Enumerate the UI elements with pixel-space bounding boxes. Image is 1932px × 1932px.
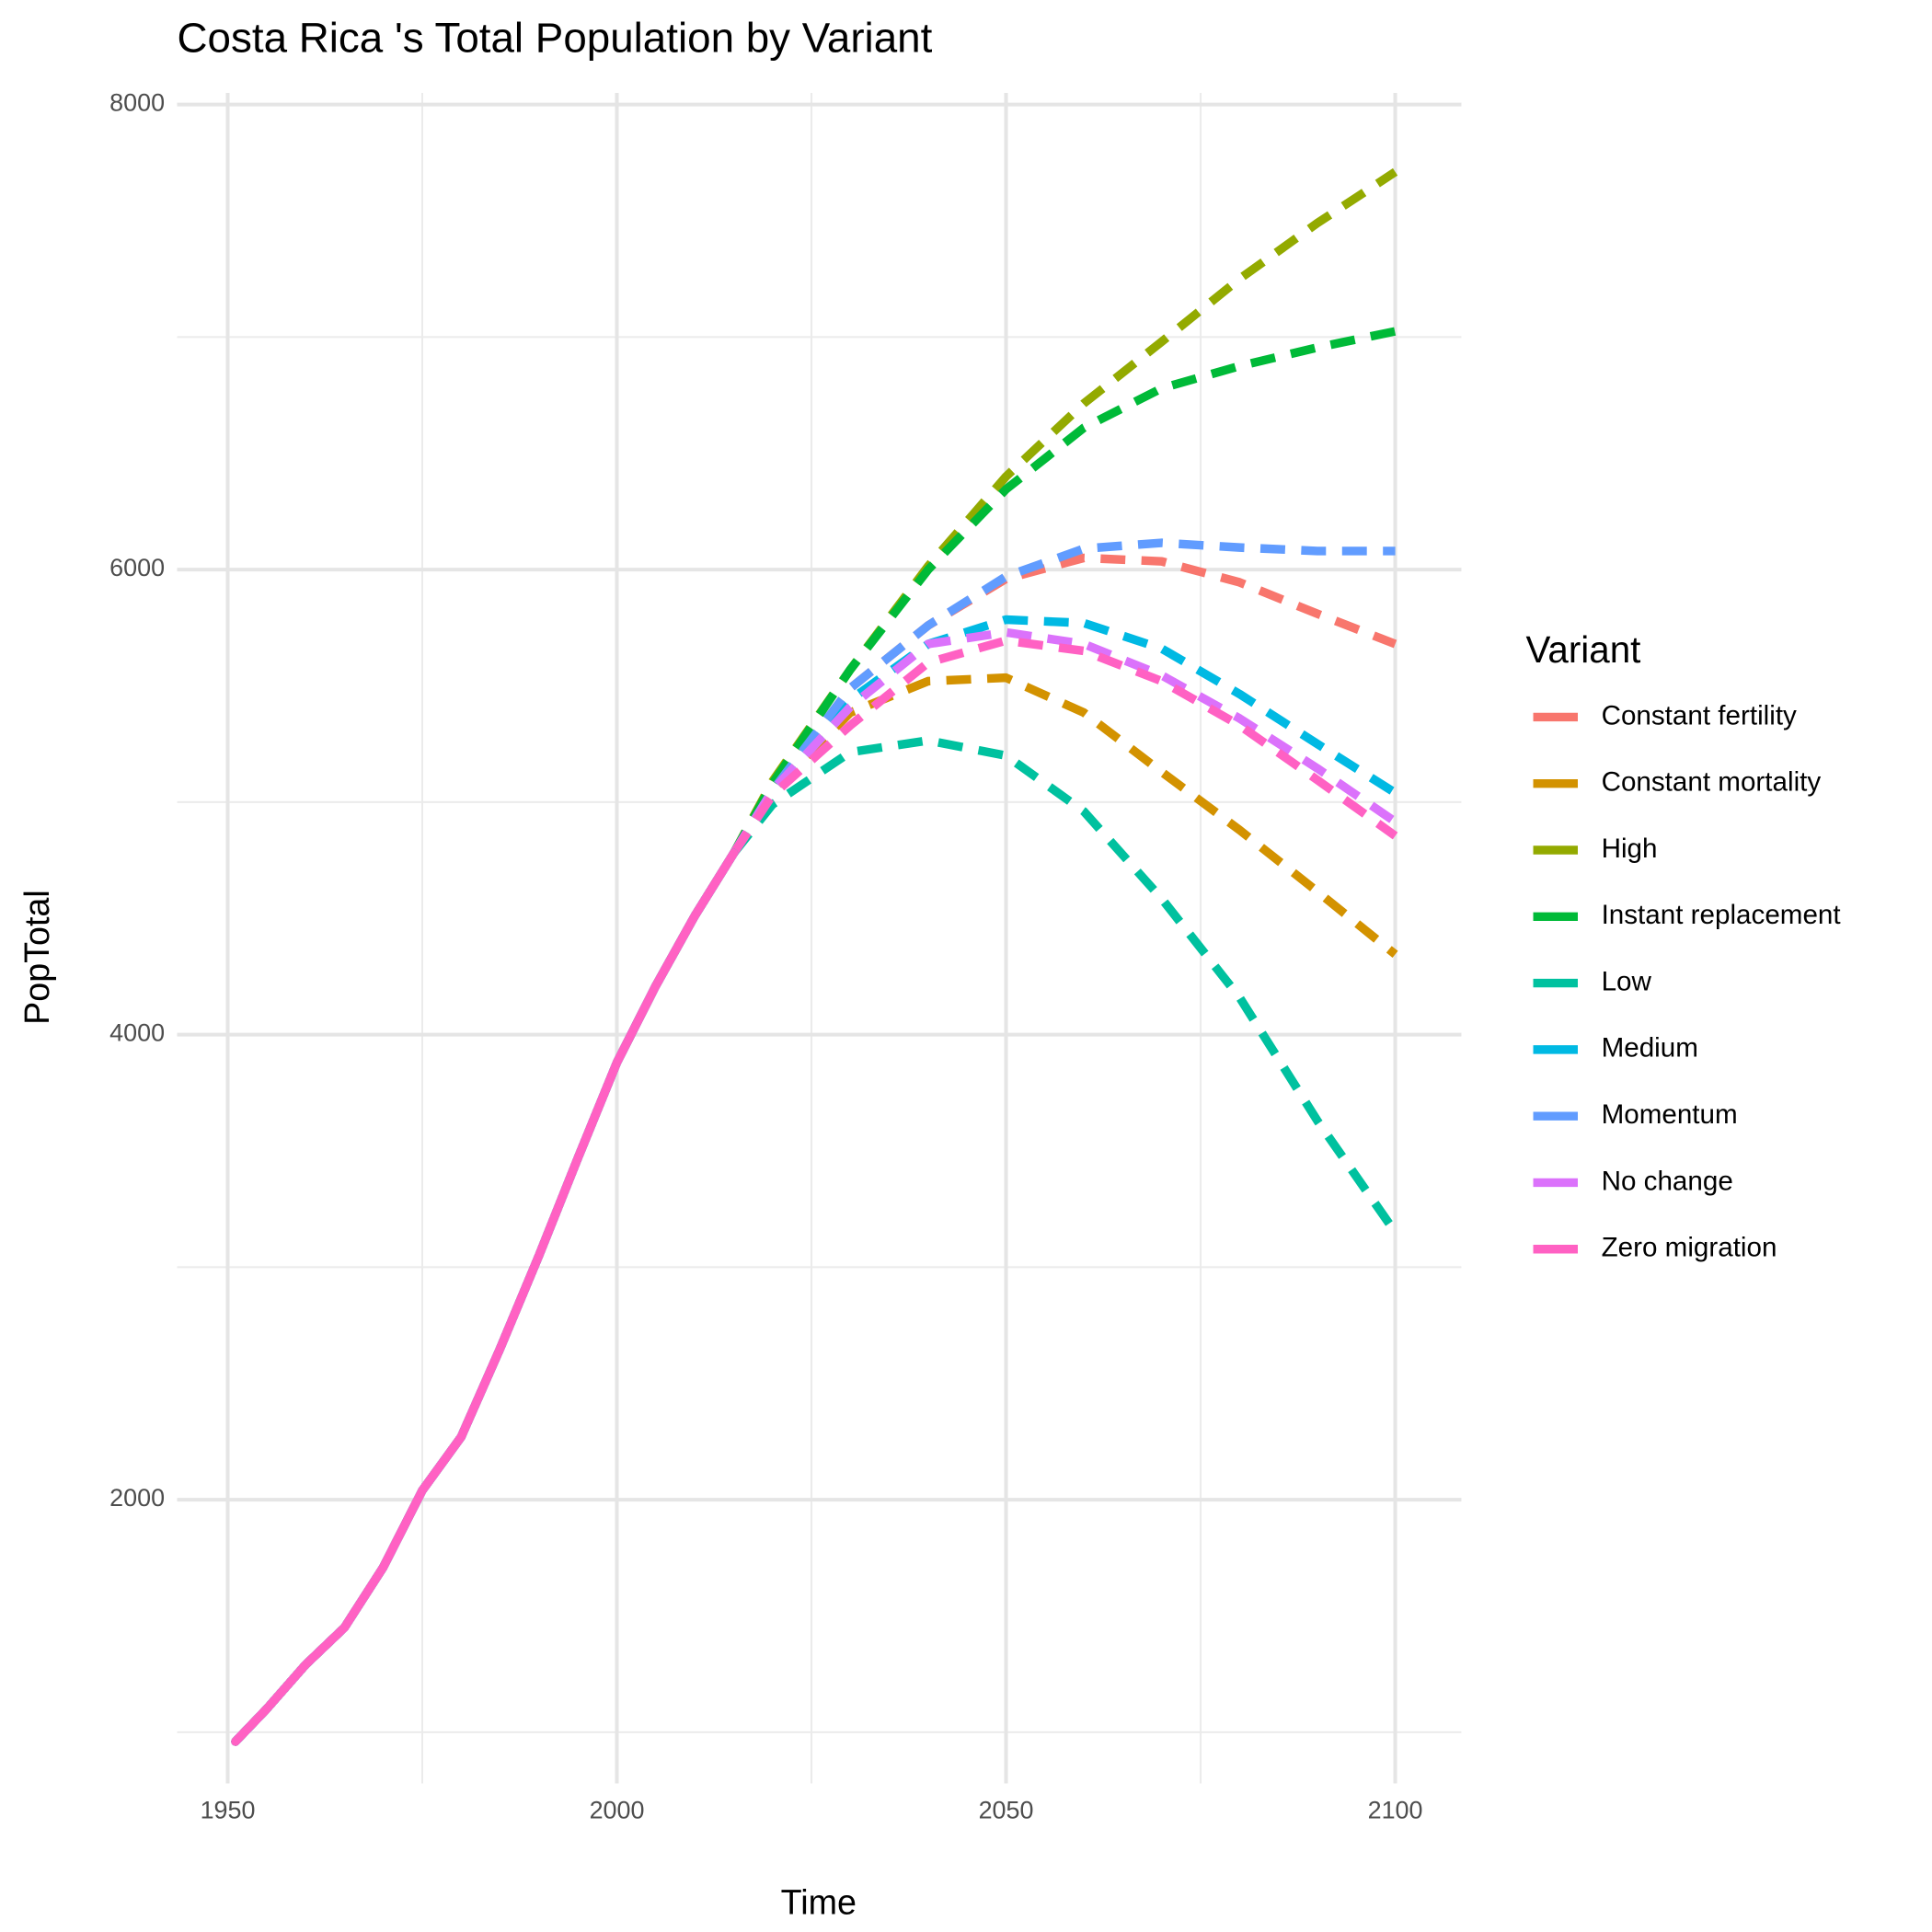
x-axis-title: Time bbox=[781, 1882, 857, 1921]
y-tick-label: 4000 bbox=[109, 1019, 165, 1047]
legend-label: Constant mortality bbox=[1602, 767, 1822, 798]
x-tick-label: 1950 bbox=[201, 1797, 256, 1824]
projection-line bbox=[730, 627, 1398, 856]
chart-title: Costa Rica 's Total Population by Varian… bbox=[178, 15, 933, 62]
legend-label: High bbox=[1602, 834, 1658, 864]
projection-line bbox=[730, 538, 1396, 856]
legend-label: Zero migration bbox=[1602, 1233, 1777, 1263]
history-line bbox=[231, 848, 739, 1746]
projection-line bbox=[730, 736, 1399, 1236]
projection-line bbox=[730, 327, 1397, 856]
legend-label: Low bbox=[1602, 966, 1652, 996]
x-tick-label: 2050 bbox=[979, 1797, 1034, 1824]
legend-label: No change bbox=[1602, 1166, 1733, 1196]
legend-label: Medium bbox=[1602, 1033, 1698, 1064]
x-tick-label: 2100 bbox=[1368, 1797, 1423, 1824]
legend-label: Constant fertility bbox=[1602, 700, 1797, 730]
projection-line bbox=[730, 636, 1398, 857]
x-tick-label: 2000 bbox=[590, 1797, 645, 1824]
legend-title: Variant bbox=[1525, 628, 1640, 671]
y-tick-label: 2000 bbox=[109, 1484, 165, 1512]
legend-label: Momentum bbox=[1602, 1099, 1738, 1130]
legend-label: Instant replacement bbox=[1602, 900, 1842, 930]
y-tick-label: 8000 bbox=[109, 89, 165, 117]
projection-line bbox=[730, 615, 1398, 856]
projection-line bbox=[730, 167, 1398, 856]
y-tick-label: 6000 bbox=[109, 554, 165, 581]
y-axis-title: PopTotal bbox=[17, 890, 56, 1025]
